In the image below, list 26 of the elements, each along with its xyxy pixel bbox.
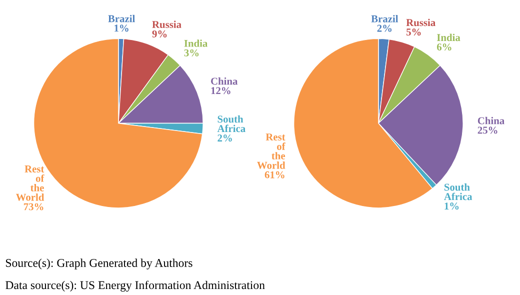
- slice-label: Brazil: [108, 14, 135, 22]
- slice-label: South Africa: [444, 183, 472, 200]
- data-label: 25%: [478, 126, 498, 134]
- data-label: 1%: [444, 202, 459, 210]
- slice-label: China: [211, 77, 238, 85]
- data-label: 1%: [114, 24, 128, 32]
- data-label: 12%: [211, 87, 230, 94]
- data-label: 2%: [377, 24, 392, 32]
- data-label: 2%: [218, 134, 232, 142]
- data-label: 9%: [152, 30, 167, 38]
- slice-label: Russia: [152, 20, 182, 28]
- slice-label: South Africa: [217, 115, 246, 132]
- data-label: 5%: [406, 28, 421, 36]
- data-label: 3%: [184, 49, 199, 56]
- slice-label: Rest of the World: [16, 166, 44, 201]
- data-label: 73%: [24, 203, 44, 210]
- data-label: 61%: [264, 171, 284, 178]
- slice-label: China: [478, 116, 504, 124]
- slice-label: Rest of the World: [257, 134, 286, 169]
- slice-label: Brazil: [371, 15, 398, 22]
- source-note: Data source(s): US Energy Information Administration: [6, 280, 265, 292]
- slice-label: India: [184, 40, 208, 47]
- slice-label: India: [436, 34, 460, 42]
- source-note: Source(s): Graph Generated by Authors: [6, 258, 192, 270]
- data-label: 6%: [437, 43, 452, 51]
- slice-label: Russia: [406, 18, 436, 26]
